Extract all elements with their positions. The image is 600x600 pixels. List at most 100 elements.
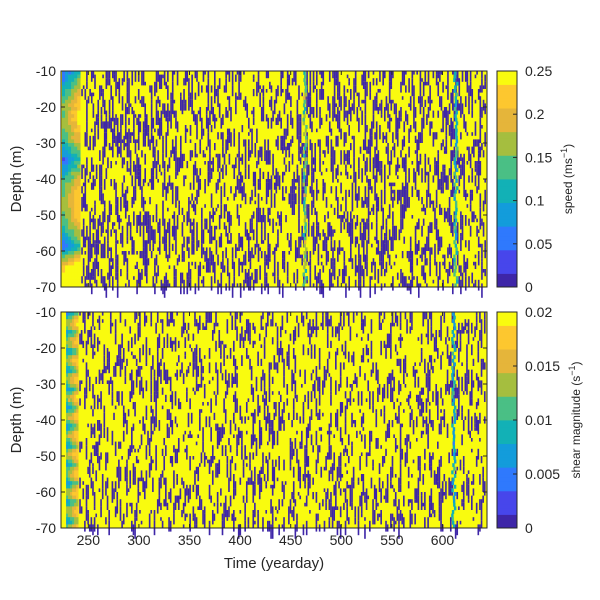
heatmap-cell	[349, 164, 352, 169]
heatmap-cell	[315, 412, 318, 417]
band-cell	[74, 175, 78, 180]
heatmap-cell	[367, 197, 370, 208]
heatmap-cell	[271, 524, 274, 539]
heatmap-cell	[139, 251, 142, 259]
heatmap-cell	[419, 409, 421, 417]
heatmap-cell	[256, 269, 258, 284]
band-cell	[74, 193, 78, 198]
heatmap-cell	[216, 502, 219, 514]
heatmap-cell	[214, 261, 216, 269]
heatmap-cell	[291, 510, 293, 518]
heatmap-cell	[226, 456, 229, 464]
heatmap-cell	[197, 322, 200, 334]
heatmap-cell	[192, 484, 195, 492]
band-cell	[65, 81, 69, 86]
heatmap-cell	[92, 427, 94, 435]
heatmap-cell	[196, 114, 198, 125]
heatmap-cell	[325, 456, 327, 471]
y-tick-label: -10	[36, 63, 56, 79]
heatmap-cell	[155, 204, 158, 212]
heatmap-cell	[184, 430, 187, 435]
heatmap-cell	[205, 312, 208, 320]
heatmap-cell	[223, 204, 226, 219]
band-cell	[62, 236, 66, 241]
heatmap-cell	[183, 78, 185, 86]
streak-cell	[456, 279, 459, 284]
heatmap-cell	[215, 394, 217, 399]
heatmap-cell	[252, 117, 255, 125]
heatmap-cell	[92, 92, 95, 97]
heatmap-cell	[205, 261, 208, 273]
heatmap-cell	[155, 99, 158, 111]
band-cell	[68, 204, 72, 209]
heatmap-cell	[298, 143, 300, 151]
band-cell	[76, 387, 79, 392]
heatmap-cell	[100, 243, 103, 259]
heatmap-cell	[251, 143, 253, 154]
band-cell	[68, 369, 71, 374]
heatmap-cell	[310, 434, 313, 446]
heatmap-cell	[131, 520, 133, 532]
heatmap-cell	[84, 243, 87, 248]
streak-cell	[456, 146, 459, 151]
heatmap-cell	[309, 420, 311, 431]
heatmap-cell	[262, 369, 264, 381]
heatmap-cell	[442, 175, 444, 179]
heatmap-cell	[173, 146, 176, 161]
heatmap-cell	[207, 71, 210, 79]
heatmap-cell	[190, 434, 193, 438]
band-cell	[68, 251, 72, 255]
heatmap-cell	[175, 269, 177, 277]
heatmap-cell	[143, 481, 146, 489]
heatmap-cell	[233, 276, 236, 287]
heatmap-cell	[152, 215, 155, 223]
band-cell	[68, 344, 71, 349]
heatmap-cell	[170, 92, 172, 100]
band-cell	[74, 247, 78, 252]
heatmap-cell	[310, 348, 313, 352]
heatmap-cell	[102, 225, 104, 233]
heatmap-cell	[375, 128, 378, 140]
heatmap-cell	[299, 121, 302, 136]
heatmap-cell	[408, 139, 410, 143]
heatmap-cell	[458, 157, 461, 169]
heatmap-cell	[338, 96, 341, 107]
heatmap-cell	[136, 175, 138, 179]
heatmap-cell	[199, 182, 202, 190]
heatmap-cell	[169, 520, 172, 532]
heatmap-cell	[135, 456, 138, 464]
heatmap-cell	[157, 222, 159, 233]
heatmap-cell	[434, 243, 436, 259]
heatmap-cell	[379, 103, 381, 111]
heatmap-cell	[337, 85, 339, 89]
heatmap-cell	[116, 391, 119, 402]
heatmap-cell	[396, 132, 399, 147]
heatmap-cell	[317, 251, 320, 262]
heatmap-cell	[391, 312, 394, 327]
heatmap-cell	[155, 139, 158, 147]
band-cell	[68, 355, 71, 360]
heatmap-cell	[93, 492, 96, 507]
heatmap-cell	[241, 416, 243, 424]
heatmap-cell	[247, 398, 250, 402]
heatmap-cell	[309, 474, 311, 489]
heatmap-cell	[197, 182, 200, 197]
band-cell	[68, 499, 71, 504]
heatmap-cell	[116, 81, 119, 89]
heatmap-cell	[292, 348, 295, 359]
heatmap-cell	[163, 233, 166, 237]
band-cell	[68, 445, 71, 450]
heatmap-cell	[140, 376, 143, 392]
colorbar-segment	[497, 98, 517, 102]
band-cell	[68, 272, 72, 277]
heatmap-cell	[364, 517, 366, 521]
heatmap-cell	[306, 99, 308, 115]
heatmap-cell	[354, 380, 357, 384]
heatmap-cell	[99, 240, 101, 244]
heatmap-cell	[484, 103, 486, 115]
heatmap-cell	[358, 269, 360, 280]
heatmap-cell	[239, 416, 242, 420]
heatmap-cell	[245, 463, 248, 467]
heatmap-cell	[238, 139, 240, 151]
heatmap-cell	[312, 161, 315, 165]
